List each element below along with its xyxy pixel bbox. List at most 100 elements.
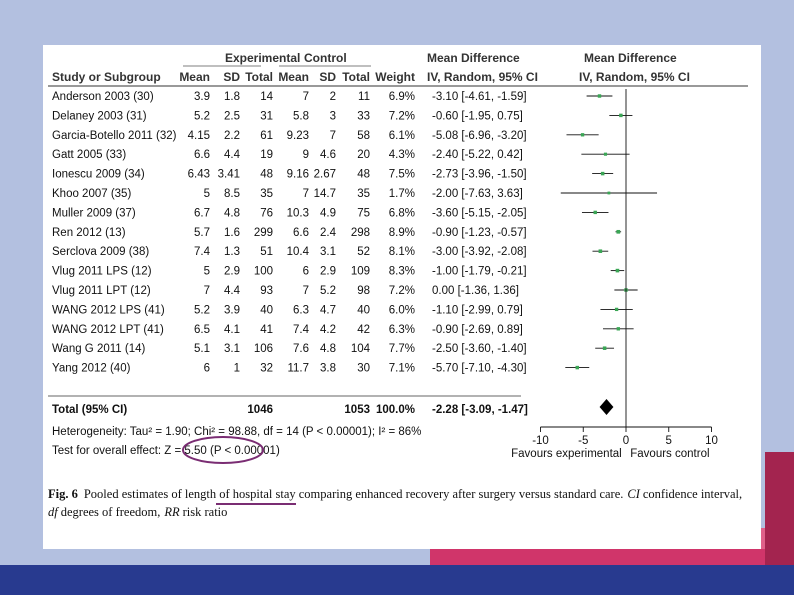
point-estimate-marker — [614, 307, 619, 312]
study-c-total: 30 — [357, 363, 370, 375]
caption-ci-abbr: CI — [627, 487, 640, 501]
study-c-mean: 5.8 — [293, 110, 309, 122]
study-e-total: 51 — [260, 246, 273, 258]
study-e-mean: 5 — [204, 188, 210, 200]
caption-text: Pooled estimates of length of hospital s… — [84, 487, 624, 501]
total-experimental: 1046 — [247, 404, 273, 416]
study-e-total: 61 — [260, 130, 273, 142]
point-estimate-marker — [607, 191, 611, 195]
study-c-total: 20 — [357, 149, 370, 161]
total-label: Total (95% CI) — [52, 404, 127, 416]
study-e-mean: 6.43 — [188, 169, 210, 181]
study-e-total: 19 — [260, 149, 273, 161]
favours-control-label: Favours control — [630, 448, 709, 460]
study-c-mean: 7 — [303, 285, 309, 297]
study-name: Serclova 2009 (38) — [52, 246, 149, 258]
study-ci: -0.60 [-1.95, 0.75] — [432, 110, 523, 122]
study-c-total: 58 — [357, 130, 370, 142]
point-estimate-marker — [597, 94, 602, 98]
study-c-sd: 4.8 — [320, 343, 336, 355]
study-c-mean: 10.3 — [287, 207, 309, 219]
header-control: Control — [304, 51, 347, 65]
study-c-total: 98 — [357, 285, 370, 297]
col-header-ctrl-total: Total — [342, 70, 370, 84]
decorative-bottom-bar — [0, 565, 794, 595]
study-e-sd: 3.41 — [218, 169, 240, 181]
study-ci: -2.00 [-7.63, 3.63] — [432, 188, 523, 200]
study-name: Anderson 2003 (30) — [52, 91, 154, 103]
study-ci: -2.50 [-3.60, -1.40] — [432, 343, 527, 355]
pooled-estimate-diamond — [599, 399, 614, 415]
header-mean-difference-plot: Mean Difference — [584, 51, 677, 65]
study-c-total: 104 — [351, 343, 371, 355]
study-name: Ionescu 2009 (34) — [52, 169, 145, 181]
study-e-mean: 6.5 — [194, 324, 210, 336]
point-estimate-marker — [603, 152, 608, 156]
point-estimate-marker — [598, 249, 603, 253]
favours-experimental-label: Favours experimental — [511, 448, 622, 460]
study-c-total: 48 — [357, 169, 370, 181]
study-c-mean: 7.4 — [293, 324, 310, 336]
col-header-ctrl-mean: Mean — [278, 70, 309, 84]
point-estimate-marker — [600, 171, 605, 176]
study-c-mean: 7.6 — [293, 343, 309, 355]
study-c-total: 35 — [357, 188, 370, 200]
study-weight: 8.1% — [389, 246, 415, 258]
study-weight: 7.7% — [389, 343, 415, 355]
decorative-band-pink — [430, 549, 765, 565]
study-c-mean: 7 — [303, 188, 309, 200]
study-e-total: 106 — [254, 343, 273, 355]
study-c-total: 109 — [351, 266, 370, 278]
study-ci: -5.08 [-6.96, -3.20] — [432, 130, 527, 142]
study-name: Vlug 2011 LPS (12) — [52, 266, 152, 278]
study-e-sd: 1.6 — [224, 227, 240, 239]
study-c-sd: 7 — [330, 130, 336, 142]
study-c-mean: 9.16 — [287, 169, 309, 181]
study-ci: -1.00 [-1.79, -0.21] — [432, 266, 527, 278]
study-c-sd: 14.7 — [314, 188, 336, 200]
col-header-ci-plot: IV, Random, 95% CI — [579, 70, 690, 84]
study-e-sd: 2.5 — [224, 110, 240, 122]
col-header-exp-mean: Mean — [179, 70, 210, 84]
study-ci: -1.10 [-2.99, 0.79] — [432, 304, 523, 316]
study-name: WANG 2012 LPS (41) — [52, 304, 165, 316]
study-ci: -2.73 [-3.96, -1.50] — [432, 169, 527, 181]
study-weight: 7.2% — [389, 110, 415, 122]
study-e-total: 299 — [254, 227, 273, 239]
total-weight: 100.0% — [376, 404, 415, 416]
total-control: 1053 — [344, 404, 370, 416]
study-e-mean: 6.7 — [194, 207, 210, 219]
study-ci: -3.10 [-4.61, -1.59] — [432, 91, 527, 103]
study-weight: 1.7% — [389, 188, 415, 200]
study-e-total: 14 — [260, 91, 273, 103]
study-ci: 0.00 [-1.36, 1.36] — [432, 285, 519, 297]
study-weight: 8.3% — [389, 266, 415, 278]
study-weight: 6.1% — [389, 130, 415, 142]
study-e-sd: 4.4 — [224, 149, 241, 161]
study-name: Gatt 2005 (33) — [52, 149, 126, 161]
col-header-exp-total: Total — [245, 70, 273, 84]
study-c-mean: 6.6 — [293, 227, 309, 239]
study-c-total: 11 — [358, 91, 370, 103]
study-name: Ren 2012 (13) — [52, 227, 126, 239]
total-ci: -2.28 [-3.09, -1.47] — [432, 404, 528, 416]
study-c-total: 42 — [357, 324, 370, 336]
header-experimental: Experimental — [225, 51, 300, 65]
study-c-sd: 4.6 — [320, 149, 336, 161]
caption-rr-abbr: RR — [163, 505, 180, 519]
study-c-sd: 4.9 — [320, 207, 336, 219]
study-name: Delaney 2003 (31) — [52, 110, 147, 122]
study-e-mean: 6 — [204, 363, 210, 375]
study-e-mean: 4.15 — [188, 130, 210, 142]
study-rows: Anderson 2003 (30) 3.9 1.8 14 7 2 11 6.9% -3.10 … — [52, 91, 527, 375]
study-c-sd: 2.9 — [320, 266, 336, 278]
study-c-mean: 6 — [303, 266, 309, 278]
study-weight: 6.0% — [389, 304, 415, 316]
x-axis-tick-label: 5 — [666, 435, 672, 447]
study-weight: 4.3% — [389, 149, 415, 161]
forest-plot-figure: Experimental Control Mean Difference Mea… — [48, 51, 748, 519]
study-e-total: 35 — [260, 188, 273, 200]
figure-caption-line-2: df degrees of freedom, RR risk ratio — [48, 505, 227, 519]
study-weight: 6.8% — [389, 207, 415, 219]
study-e-sd: 4.4 — [224, 285, 241, 297]
